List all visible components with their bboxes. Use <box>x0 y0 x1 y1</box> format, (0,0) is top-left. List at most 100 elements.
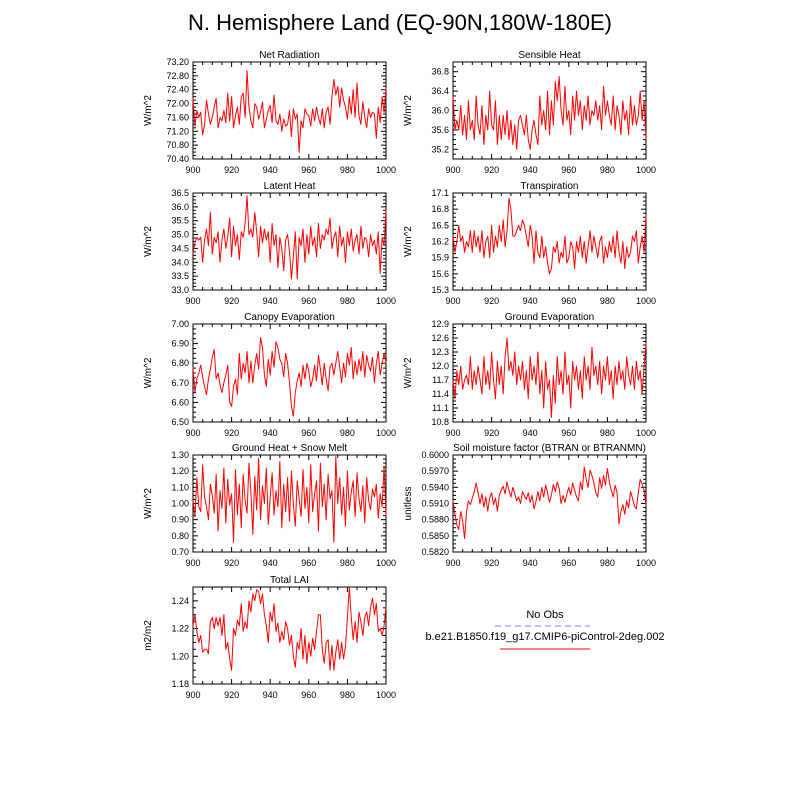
y-tick-label: 10.8 <box>431 417 449 427</box>
y-tick-label: 15.9 <box>431 253 449 263</box>
panels: Net Radiation 900 920 940 960 980 1000 70.40 70.… <box>143 50 656 700</box>
x-tick-label: 1000 <box>636 558 656 568</box>
y-tick-label: 1.30 <box>171 450 189 460</box>
y-tick-label: 35.0 <box>171 230 189 240</box>
x-tick-label: 980 <box>340 296 355 306</box>
panel-title: Soil moisture factor (BTRAN or BTRANMN) <box>453 443 646 454</box>
x-tick-label: 940 <box>523 165 538 175</box>
x-tick-label: 920 <box>484 428 499 438</box>
x-tick-label: 900 <box>185 558 200 568</box>
y-tick-label: 1.20 <box>171 651 189 661</box>
y-tick-label: 15.3 <box>431 285 449 295</box>
x-tick-label: 940 <box>263 690 278 700</box>
panel: Ground Evaporation 900 920 940 960 980 1000 10.… <box>403 312 656 438</box>
y-tick-label: 35.5 <box>171 216 189 226</box>
y-axis-label: W/m^2 <box>403 95 414 126</box>
panel: Ground Heat + Snow Melt 900 920 940 960 980 10… <box>143 443 396 568</box>
y-tick-label: 36.8 <box>431 67 449 77</box>
series-line <box>452 76 647 150</box>
panel: Canopy Evaporation 900 920 940 960 980 1000 6.5… <box>143 312 396 438</box>
panel: Soil moisture factor (BTRAN or BTRANMN) 9… <box>403 443 656 568</box>
x-tick-label: 980 <box>600 558 615 568</box>
y-tick-label: 1.20 <box>171 466 189 476</box>
y-tick-label: 11.4 <box>432 389 449 399</box>
x-tick-label: 900 <box>445 558 460 568</box>
legend-obs-label: No Obs <box>526 609 564 621</box>
y-tick-label: 33.0 <box>171 285 189 295</box>
x-tick-label: 980 <box>600 165 615 175</box>
y-tick-label: 34.0 <box>171 257 189 267</box>
panel: Net Radiation 900 920 940 960 980 1000 70.40 70.… <box>143 50 396 175</box>
y-tick-label: 33.5 <box>171 271 189 281</box>
x-tick-label: 1000 <box>376 690 396 700</box>
x-tick-label: 980 <box>600 428 615 438</box>
y-tick-label: 16.5 <box>431 220 449 230</box>
series-line <box>192 586 387 671</box>
y-tick-label: 0.5910 <box>421 499 449 509</box>
y-tick-label: 0.5880 <box>421 515 449 525</box>
x-tick-label: 900 <box>445 165 460 175</box>
x-tick-label: 980 <box>340 690 355 700</box>
x-tick-label: 960 <box>301 558 316 568</box>
y-tick-label: 12.6 <box>431 333 449 343</box>
panel: Transpiration 900 920 940 960 980 1000 15.3 15.6… <box>403 181 656 306</box>
x-tick-label: 960 <box>301 690 316 700</box>
y-tick-label: 16.2 <box>431 237 449 247</box>
y-axis-label: unitless <box>403 487 414 521</box>
x-tick-label: 960 <box>301 165 316 175</box>
x-tick-label: 1000 <box>376 428 396 438</box>
panel-title: Canopy Evaporation <box>244 312 335 323</box>
panel-title: Total LAI <box>270 575 309 586</box>
x-tick-label: 920 <box>224 296 239 306</box>
x-tick-label: 920 <box>484 165 499 175</box>
y-tick-label: 11.1 <box>432 403 449 413</box>
y-tick-label: 36.0 <box>431 106 449 116</box>
x-tick-label: 1000 <box>636 428 656 438</box>
plot-frame <box>452 454 647 553</box>
y-axis-label: W/m^2 <box>143 488 154 519</box>
x-tick-label: 980 <box>340 165 355 175</box>
plot-frame <box>452 192 647 291</box>
y-tick-label: 72.40 <box>166 85 189 95</box>
series-line <box>192 195 387 280</box>
x-tick-label: 940 <box>523 296 538 306</box>
x-tick-label: 900 <box>445 296 460 306</box>
x-tick-label: 900 <box>185 428 200 438</box>
x-tick-label: 900 <box>445 428 460 438</box>
x-tick-label: 980 <box>340 428 355 438</box>
legend: No Obs b.e21.B1850.f19_g17.CMIP6-piContr… <box>425 609 665 650</box>
y-tick-label: 70.40 <box>166 154 189 164</box>
x-tick-label: 1000 <box>376 296 396 306</box>
y-tick-label: 1.00 <box>171 499 189 509</box>
panel: Sensible Heat 900 920 940 960 980 1000 35.2 35.6… <box>403 50 656 175</box>
series-line <box>192 70 387 153</box>
x-tick-label: 940 <box>263 296 278 306</box>
series-line <box>192 337 387 417</box>
y-axis-label: W/m^2 <box>143 95 154 126</box>
series-line <box>192 456 387 543</box>
plot-frame <box>452 323 647 423</box>
y-tick-label: 7.00 <box>171 319 189 329</box>
panel: Latent Heat 900 920 940 960 980 1000 33.0 33.5 34… <box>143 181 396 306</box>
panel-title: Net Radiation <box>259 50 320 61</box>
panel: Total LAI 900 920 940 960 980 1000 1.18 1.20 1.22… <box>143 575 396 700</box>
x-tick-label: 1000 <box>636 165 656 175</box>
x-tick-label: 1000 <box>636 296 656 306</box>
x-tick-label: 900 <box>185 165 200 175</box>
y-tick-label: 71.20 <box>166 126 189 136</box>
x-tick-label: 960 <box>561 428 576 438</box>
x-tick-label: 920 <box>224 428 239 438</box>
x-tick-label: 940 <box>263 165 278 175</box>
x-tick-label: 1000 <box>376 558 396 568</box>
y-tick-label: 0.70 <box>171 547 189 557</box>
y-tick-label: 12.3 <box>431 347 449 357</box>
x-tick-label: 980 <box>340 558 355 568</box>
y-axis-label: W/m^2 <box>143 357 154 388</box>
series-line <box>452 197 647 275</box>
y-tick-label: 72.80 <box>166 71 189 81</box>
y-tick-label: 17.1 <box>431 188 449 198</box>
panel-title: Transpiration <box>521 181 579 192</box>
y-tick-label: 73.20 <box>166 57 189 67</box>
y-tick-label: 72.00 <box>166 99 189 109</box>
y-tick-label: 1.24 <box>171 596 189 606</box>
